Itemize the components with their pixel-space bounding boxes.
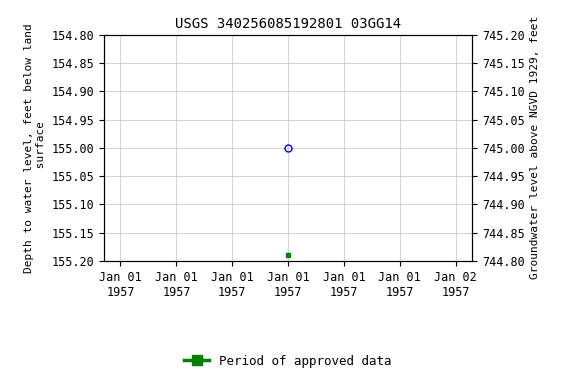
Title: USGS 340256085192801 03GG14: USGS 340256085192801 03GG14 [175,17,401,31]
Y-axis label: Depth to water level, feet below land
 surface: Depth to water level, feet below land su… [24,23,46,273]
Y-axis label: Groundwater level above NGVD 1929, feet: Groundwater level above NGVD 1929, feet [530,16,540,280]
Legend: Period of approved data: Period of approved data [179,350,397,373]
